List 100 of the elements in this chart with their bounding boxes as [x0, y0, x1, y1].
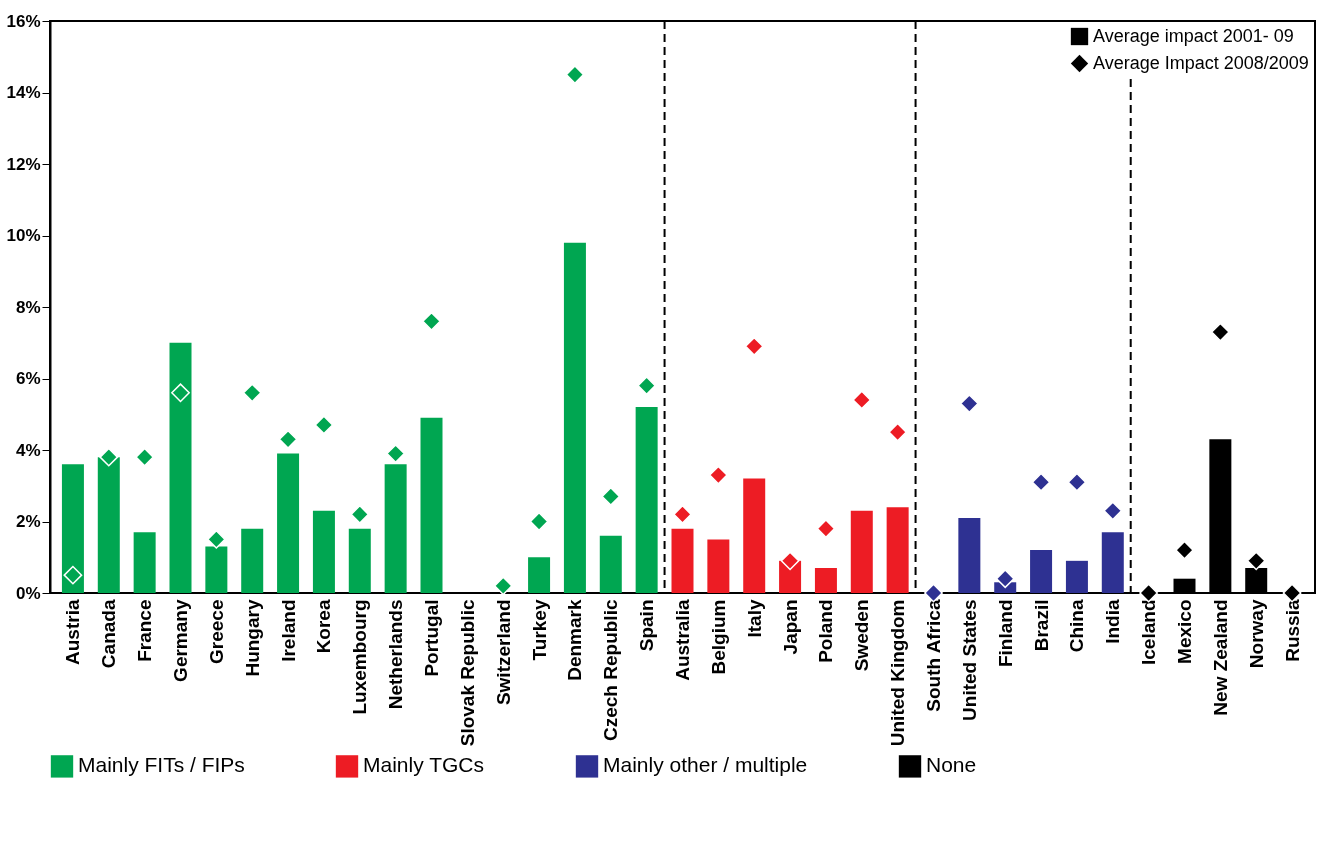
x-tick-label: Ireland: [277, 599, 299, 662]
x-tick-label: South Africa: [923, 599, 944, 712]
point: [99, 447, 119, 467]
point: [637, 376, 657, 396]
x-tick-label: Spain: [636, 599, 658, 652]
x-tick-label: Hungary: [241, 599, 263, 677]
bar: [635, 407, 658, 593]
x-tick-label: Portugal: [421, 599, 442, 677]
point: [995, 569, 1015, 589]
x-tick-label: Belgium: [707, 599, 729, 675]
annotation: Average impact 2001- 09: [1093, 25, 1294, 46]
x-tick-label: France: [134, 599, 156, 662]
x-tick-label: Russia: [1281, 599, 1303, 662]
x-tick-label: China: [1066, 599, 1088, 653]
x-tick-label: India: [1102, 599, 1124, 644]
point: [493, 576, 513, 596]
bar: [563, 242, 586, 593]
x-tick-label: Austria: [62, 599, 84, 665]
point: [888, 422, 908, 442]
bar: [958, 517, 981, 593]
bar: [850, 510, 873, 593]
bar: [1101, 532, 1124, 593]
bar: [743, 478, 766, 593]
bar: [348, 528, 371, 593]
bar: [671, 528, 694, 593]
x-tick-label: Turkey: [528, 599, 550, 661]
point: [314, 415, 334, 435]
point: [780, 551, 800, 571]
point: [1031, 472, 1051, 492]
bar: [277, 453, 300, 593]
x-tick-label: Iceland: [1138, 599, 1160, 665]
bar: [707, 539, 730, 593]
bar: [1030, 550, 1053, 593]
y-tick-label: 0%: [15, 583, 41, 603]
y-tick-label: 10%: [6, 226, 41, 245]
point: [816, 519, 836, 539]
point: [278, 429, 298, 449]
bar: [241, 528, 264, 593]
x-tick-label: Poland: [815, 599, 837, 663]
point: [565, 65, 585, 85]
bar: [133, 532, 156, 593]
y-tick-label: 12%: [6, 154, 41, 174]
point: [171, 383, 190, 403]
x-tick-label: Brazil: [1030, 599, 1052, 652]
y-tick-label: 8%: [15, 297, 41, 317]
x-tick-label: Italy: [743, 599, 765, 638]
bar: [1065, 560, 1088, 593]
legend-label: Mainly other / multiple: [603, 753, 808, 777]
bar: [420, 417, 443, 593]
x-tick-label: Sweden: [851, 599, 873, 672]
bar: [814, 567, 837, 593]
legend-label: Mainly TGCs: [363, 753, 484, 777]
point: [422, 311, 441, 331]
x-tick-label: United Kingdom: [887, 599, 909, 747]
point: [529, 512, 549, 531]
bar: [528, 557, 551, 593]
point: [959, 394, 979, 413]
point: [206, 529, 226, 549]
x-tick-label: Australia: [672, 599, 693, 681]
x-tick-label: Slovak Republic: [456, 599, 478, 747]
x-tick-label: Denmark: [564, 599, 586, 681]
y-tick-label: 16%: [6, 11, 41, 31]
y-tick-label: 2%: [15, 512, 41, 531]
x-tick-label: United States: [958, 599, 980, 721]
x-tick-label: Japan: [779, 599, 801, 655]
y-tick-label: 14%: [6, 83, 41, 102]
point: [1067, 472, 1087, 492]
x-tick-label: Greece: [205, 599, 227, 664]
x-tick-label: Germany: [170, 599, 191, 682]
x-tick-label: New Zealand: [1209, 599, 1231, 716]
legend-label: None: [926, 753, 977, 777]
point: [601, 487, 621, 506]
y-tick-label: 4%: [15, 440, 41, 460]
point: [852, 390, 872, 410]
point: [673, 504, 692, 524]
point: [1175, 540, 1194, 560]
bar: [61, 464, 84, 593]
point: [135, 447, 155, 467]
point: [242, 383, 262, 403]
bar: [599, 535, 622, 593]
legend-label: Mainly FITs / FIPs: [78, 753, 245, 777]
point: [1103, 501, 1123, 521]
x-tick-label: Canada: [98, 599, 120, 669]
x-tick-label: Luxembourg: [349, 599, 371, 715]
y-tick-label: 6%: [15, 369, 41, 388]
bar: [169, 342, 192, 593]
x-tick-label: Netherlands: [385, 599, 407, 710]
point: [1246, 551, 1266, 571]
x-tick-label: Mexico: [1174, 599, 1195, 664]
x-tick-label: Czech Republic: [600, 599, 622, 741]
point: [63, 565, 83, 585]
point: [744, 336, 764, 356]
x-tick-label: Finland: [994, 599, 1016, 668]
x-tick-label: Norway: [1245, 599, 1267, 669]
x-tick-label: Korea: [313, 599, 335, 654]
point: [386, 444, 406, 463]
point: [1210, 322, 1230, 342]
point: [708, 465, 728, 485]
legend-label: Average Impact 2008/2009: [1093, 52, 1309, 73]
x-tick-label: Switzerland: [492, 599, 514, 706]
